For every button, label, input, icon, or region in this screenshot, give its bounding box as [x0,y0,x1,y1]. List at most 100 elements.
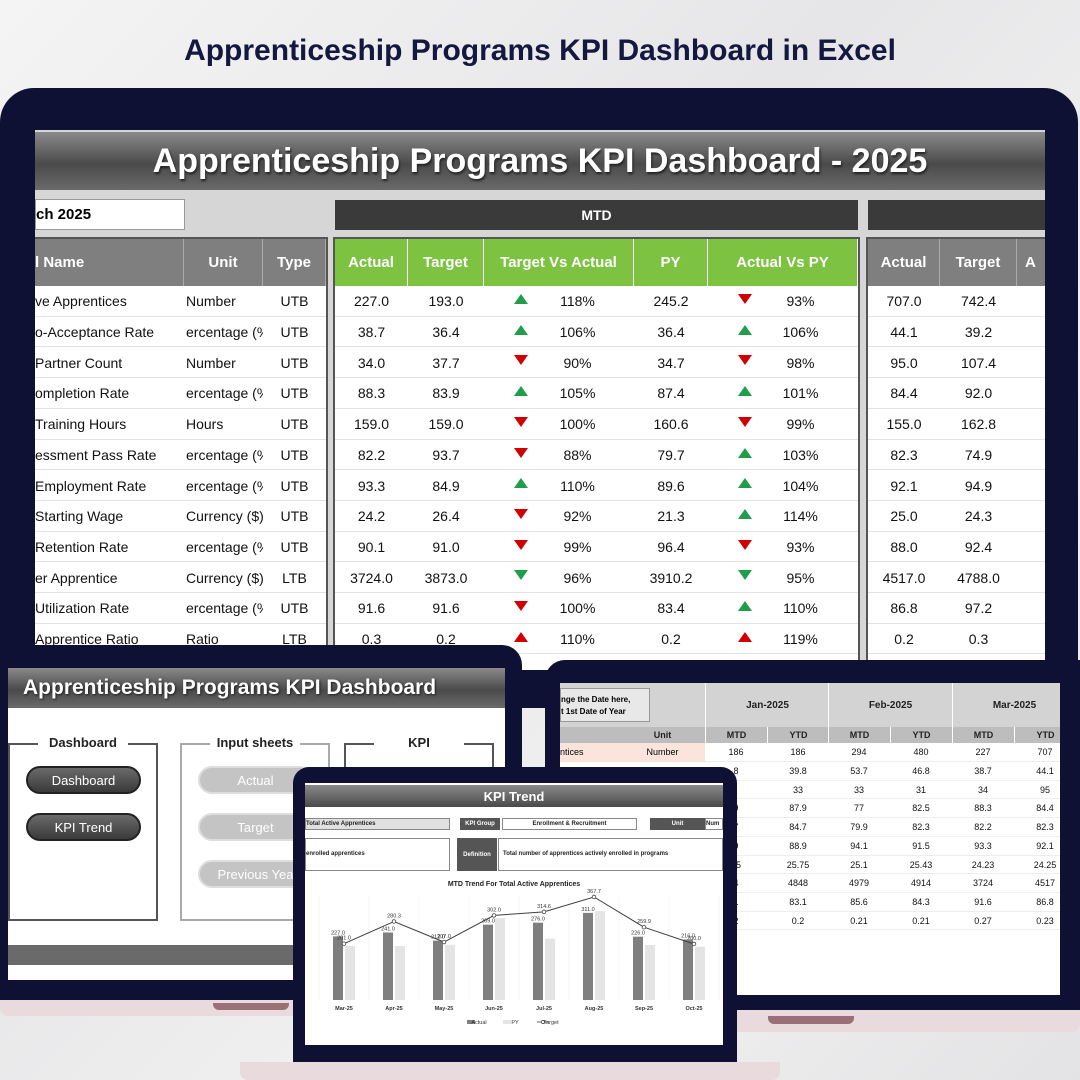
target-vs-actual: 110% [560,631,595,648]
kpi-unit: ercentage (% [186,600,263,617]
row-value: 88.9 [789,840,807,851]
mtd-target: 159.0 [428,416,464,433]
row-value: 91.6 [974,896,992,907]
arrow-icon [514,631,528,642]
x-tick-label: Aug-25 [585,1006,604,1012]
ytd-target: 92.0 [964,385,993,402]
actual-vs-py: 93% [786,538,815,555]
column-header: Type [263,238,326,286]
row-value: 480 [913,747,929,758]
actual-vs-py: 93% [786,293,815,310]
page-title: Apprenticeship Programs KPI Dashboard in… [184,34,896,67]
nav-button[interactable]: KPI Trend [26,813,141,841]
arrow-icon [514,416,528,427]
mtd-actual: 93.3 [357,477,386,494]
row-line [868,315,1045,317]
arrow-icon [738,386,752,397]
row-value: 25.43 [909,859,933,870]
data-label: 276.0 [531,917,545,923]
kpi-name: ve Apprentices [35,293,127,310]
bar [633,936,643,1000]
column-header: Target [940,238,1017,286]
period-header: MTD [952,727,1014,743]
actual-vs-py: 106% [782,324,819,341]
bar [433,940,443,1000]
row-value: 82.3 [912,822,930,833]
column-header: Unit [184,238,263,286]
group-label: Dashboard [38,732,128,752]
data-label: 201.0 [337,936,351,942]
field-value: Enrollment & Recruitment [502,818,637,830]
row-value: 86.8 [1036,896,1054,907]
laptop-notch [213,1003,289,1010]
mtd-target: 91.0 [432,538,460,555]
bar [345,945,355,1000]
kpi-unit: ercentage (% [186,477,263,494]
row-value: 24.23 [971,859,995,870]
ytd-actual: 25.0 [890,508,918,525]
legend-swatch [503,1020,511,1024]
nav-button[interactable]: Dashboard [26,766,141,794]
row-value: 84.7 [789,822,807,833]
group-label: Input sheets [210,732,300,752]
definition-box: Total number of apprentices actively enr… [498,838,723,871]
row-value: 84.4 [1036,803,1054,814]
kpi-name: Utilization Rate [35,600,130,617]
mtd-py: 160.6 [653,416,689,433]
laptop-notch [768,1016,854,1024]
target-vs-actual: 100% [559,600,596,617]
unit-header: Unit [653,730,672,740]
arrow-icon [514,294,528,304]
row-line [335,315,858,317]
arrow-icon [738,294,752,304]
x-tick-label: Apr-25 [385,1006,402,1012]
mtd-py: 83.4 [657,600,685,617]
row-value: 82.3 [1036,822,1054,833]
mtd-target: 36.4 [432,324,460,341]
row-line [35,438,326,440]
kpi-unit: Number [186,293,236,310]
ytd-target: 74.9 [964,446,993,463]
menu-banner: Apprenticeship Programs KPI Dashboard [8,668,505,708]
kpi-type: UTB [280,600,309,617]
row-value: 0.2 [791,915,805,926]
mtd-target: 26.4 [432,508,460,525]
arrow-icon [738,355,752,366]
arrow-icon [514,386,528,397]
row-line [560,835,1060,837]
data-label: 226.0 [631,931,645,937]
row-value: 38.7 [974,766,992,777]
x-tick-label: Jun-25 [485,1006,503,1012]
row-line [868,469,1045,471]
row-line [335,407,858,409]
row-value: 33 [853,784,864,795]
mtd-actual: 0.3 [361,631,382,648]
actual-vs-py: 103% [782,446,819,463]
row-value: 24.25 [1033,859,1057,870]
month-selector: ch 2025 [35,199,185,230]
kpi-name: Training Hours [35,416,127,433]
dashboard-banner: Apprenticeship Programs KPI Dashboard - … [35,132,1045,190]
kpi-name: Starting Wage [35,508,124,525]
kpi-type: UTB [280,446,309,463]
row-value: 82.5 [912,803,930,814]
kpi-field: Total Active Apprentices [305,818,450,830]
bar [645,944,655,1000]
trend-chart: MTD Trend For Total Active Apprentices 22… [318,881,720,1026]
data-label: 207.0 [437,934,451,940]
target-vs-actual: 90% [563,354,592,371]
data-label: 311.0 [581,907,594,913]
row-line [335,499,858,501]
ytd-actual: 92.1 [890,477,918,494]
row-line [868,346,1045,348]
arrow-icon [514,324,528,335]
column-header: Actual Vs PY [708,238,858,286]
left-block-bg [35,286,326,670]
row-value: 84.3 [912,896,930,907]
row-line [35,499,326,501]
kpi-type: UTB [280,324,309,341]
target-vs-actual: 99% [563,538,592,555]
row-value: 92.1 [1036,840,1054,851]
row-line [35,561,326,563]
ytd-actual: 82.3 [890,446,918,463]
